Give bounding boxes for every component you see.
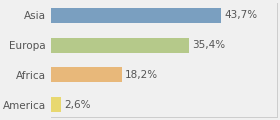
Text: 43,7%: 43,7% [225,10,258,20]
Text: 35,4%: 35,4% [192,40,225,50]
Text: 18,2%: 18,2% [125,70,158,80]
Text: 2,6%: 2,6% [64,100,90,110]
Bar [51,67,122,82]
Bar [51,8,221,23]
Bar [51,97,61,112]
Bar [51,38,189,53]
